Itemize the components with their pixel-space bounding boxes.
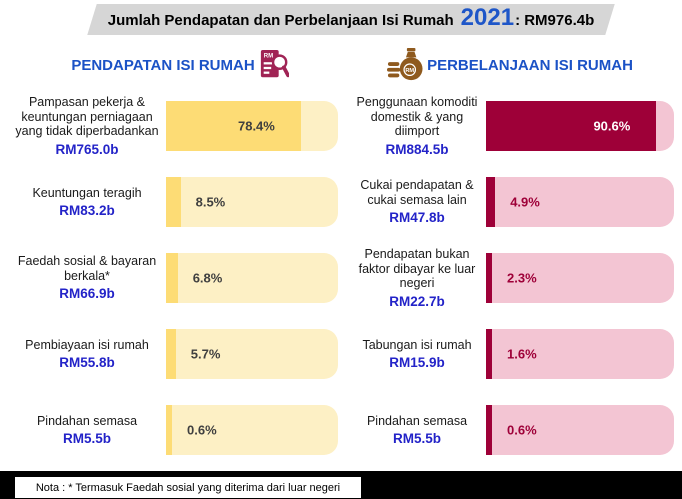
bar-track: 6.8% [166, 253, 338, 303]
bar-fill [166, 101, 301, 151]
amount-label: RM5.5b [62, 431, 111, 446]
bar-fill [486, 253, 492, 303]
bar-fill [486, 329, 492, 379]
percent-label: 78.4% [237, 118, 275, 134]
amount-label: RM66.9b [59, 286, 115, 302]
amount-label: RM22.7b [389, 293, 445, 309]
chart-row: Pindahan semasa RM5.5b 0.6% [348, 392, 674, 468]
bar-track: 4.9% [486, 177, 674, 227]
category-label: Cukai pendapatan & cukai semasa lain [360, 178, 474, 207]
category-label: Pampasan pekerja & keuntungan perniagaan… [15, 95, 159, 138]
bar-track: 90.6% [486, 101, 674, 151]
percent-label: 1.6% [507, 346, 537, 362]
bar-track: 0.6% [166, 405, 338, 455]
category-label-block: Keuntungan teragih RM83.2b [8, 186, 166, 219]
amount-label: RM15.9b [389, 355, 445, 370]
bar-fill [166, 177, 181, 227]
svg-text:RM: RM [263, 53, 272, 60]
chart-row: Pindahan semasa RM5.5b 0.6% [8, 392, 338, 468]
expense-header-label: PERBELANJAAN ISI RUMAH [427, 56, 633, 74]
percent-label: 0.6% [507, 422, 537, 438]
category-label: Pindahan semasa [36, 413, 138, 428]
percent-label: 6.8% [192, 270, 223, 286]
category-label: Pindahan semasa [366, 413, 468, 428]
money-bag-rm-icon: RM [387, 47, 423, 81]
chart-row: Penggunaan komoditi domestik & yang diim… [348, 88, 674, 164]
chart-row: Keuntungan teragih RM83.2b 8.5% [8, 164, 338, 240]
bar-track: 0.6% [486, 405, 674, 455]
amount-label: RM83.2b [59, 203, 115, 218]
category-label-block: Cukai pendapatan & cukai semasa lain RM47… [348, 178, 486, 226]
page-title: Jumlah Pendapatan dan Perbelanjaan Isi R… [92, 4, 610, 35]
percent-label: 90.6% [593, 118, 631, 134]
percent-label: 8.5% [195, 194, 226, 210]
chart-row: Cukai pendapatan & cukai semasa lain RM47… [348, 164, 674, 240]
category-label-block: Pampasan pekerja & keuntungan perniagaan… [8, 95, 166, 157]
chart-row: Tabungan isi rumah RM15.9b 1.6% [348, 316, 674, 392]
category-label-block: Faedah sosial & bayaran berkala* RM66.9b [8, 254, 166, 302]
income-bar-list: Pampasan pekerja & keuntungan perniagaan… [8, 88, 338, 468]
title-year: 2021 [460, 4, 515, 31]
title-text: Jumlah Pendapatan dan Perbelanjaan Isi R… [107, 12, 454, 29]
bar-fill [166, 329, 176, 379]
category-label: Pembiayaan isi rumah [25, 337, 149, 352]
amount-label: RM55.8b [59, 355, 115, 370]
footnote-text: Nota : * Termasuk Faedah sosial yang dit… [35, 481, 341, 494]
category-label: Faedah sosial & bayaran berkala* [17, 254, 157, 283]
chart-row: Pampasan pekerja & keuntungan perniagaan… [8, 88, 338, 164]
bar-fill [486, 177, 496, 227]
category-label-block: Pindahan semasa RM5.5b [348, 414, 486, 447]
chart-row: Faedah sosial & bayaran berkala* RM66.9b 6… [8, 240, 338, 316]
income-column-header: PENDAPATAN ISI RUMAH RM [30, 46, 330, 84]
bar-fill [486, 405, 492, 455]
category-label: Pendapatan bukan faktor dibayar ke luar … [358, 247, 476, 290]
category-label: Tabungan isi rumah [362, 337, 472, 352]
amount-label: RM5.5b [392, 431, 441, 446]
category-label: Penggunaan komoditi domestik & yang diim… [356, 95, 478, 138]
title-total: : RM976.4b [515, 12, 595, 29]
amount-label: RM765.0b [55, 141, 119, 157]
footnote-box: Nota : * Termasuk Faedah sosial yang dit… [14, 476, 362, 499]
document-magnifier-rm-icon: RM [260, 50, 289, 78]
bar-track: 1.6% [486, 329, 674, 379]
expense-column-header: RM PERBELANJAAN ISI RUMAH [360, 46, 660, 84]
percent-label: 4.9% [510, 194, 540, 210]
expense-bar-list: Penggunaan komoditi domestik & yang diim… [348, 88, 674, 468]
bar-track: 5.7% [166, 329, 338, 379]
category-label: Keuntungan teragih [32, 185, 142, 200]
svg-text:RM: RM [405, 68, 414, 74]
amount-label: RM47.8b [389, 210, 445, 226]
category-label-block: Pembiayaan isi rumah RM55.8b [8, 338, 166, 371]
percent-label: 2.3% [507, 270, 537, 286]
income-header-label: PENDAPATAN ISI RUMAH [71, 56, 255, 74]
bar-fill [166, 405, 172, 455]
bar-fill [486, 101, 657, 151]
title-banner: Jumlah Pendapatan dan Perbelanjaan Isi R… [92, 4, 610, 35]
bar-track: 8.5% [166, 177, 338, 227]
chart-row: Pendapatan bukan faktor dibayar ke luar … [348, 240, 674, 316]
category-label-block: Tabungan isi rumah RM15.9b [348, 338, 486, 371]
percent-label: 5.7% [190, 346, 221, 362]
percent-label: 0.6% [187, 422, 217, 438]
bar-track: 78.4% [166, 101, 338, 151]
category-label-block: Pendapatan bukan faktor dibayar ke luar … [348, 247, 486, 309]
category-label-block: Penggunaan komoditi domestik & yang diim… [348, 95, 486, 157]
bar-fill [166, 253, 178, 303]
category-label-block: Pindahan semasa RM5.5b [8, 414, 166, 447]
chart-row: Pembiayaan isi rumah RM55.8b 5.7% [8, 316, 338, 392]
bar-track: 2.3% [486, 253, 674, 303]
amount-label: RM884.5b [385, 141, 449, 157]
